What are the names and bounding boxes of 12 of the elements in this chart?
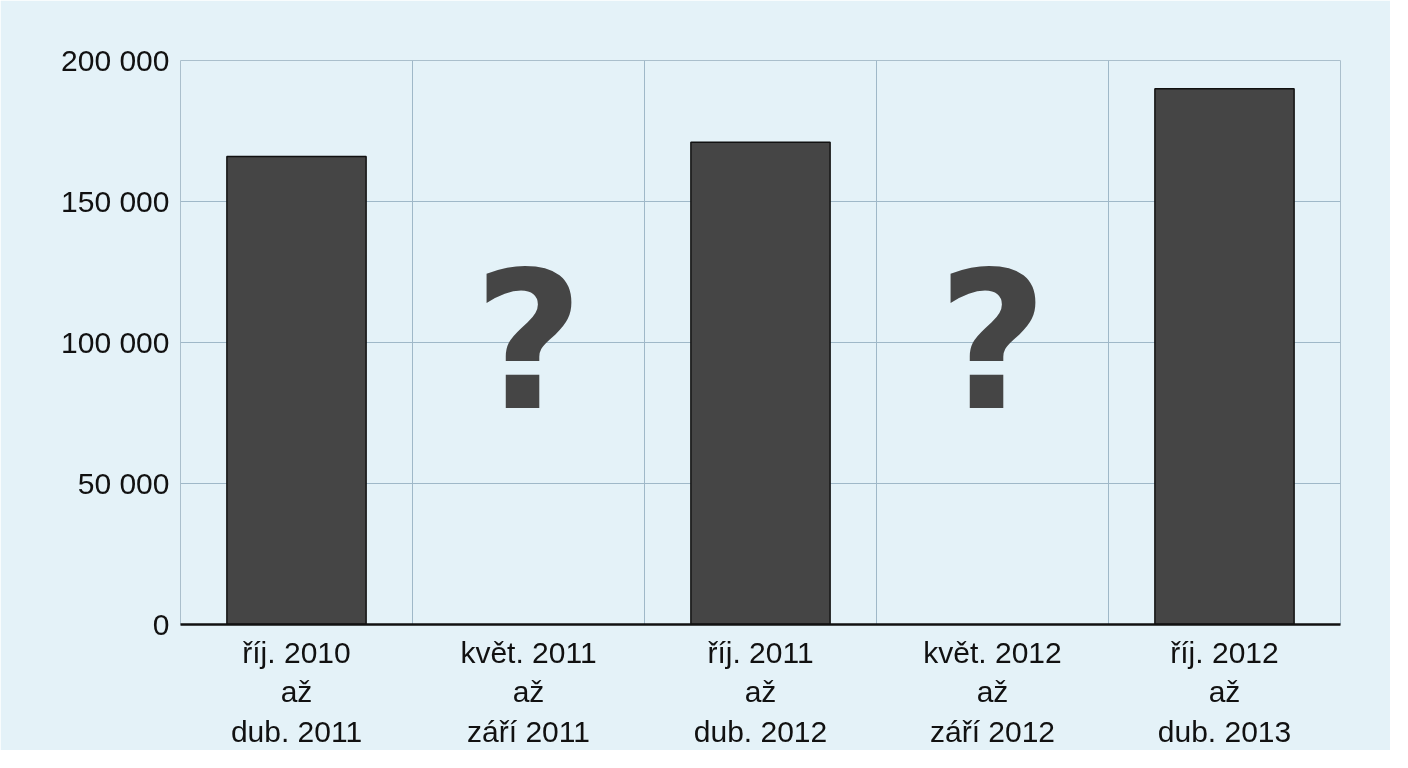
y-tick-label: 200 000: [61, 44, 170, 77]
y-tick-label: 50 000: [77, 467, 170, 500]
x-tick-label: květ. 2012 až září 2012: [923, 635, 1062, 748]
annotation: ?: [473, 232, 584, 453]
x-tick-label: říj. 2011 až dub. 2012: [693, 635, 828, 748]
y-tick-label: 0: [152, 608, 170, 641]
y-tick-label: 150 000: [61, 185, 170, 218]
annotation: ?: [937, 232, 1048, 453]
x-tick-label: říj. 2012 až dub. 2013: [1157, 635, 1292, 748]
x-tick-label: říj. 2010 až dub. 2011: [230, 635, 363, 748]
x-tick-label: květ. 2011 až září 2011: [460, 635, 597, 748]
y-tick-label: 100 000: [61, 326, 170, 359]
